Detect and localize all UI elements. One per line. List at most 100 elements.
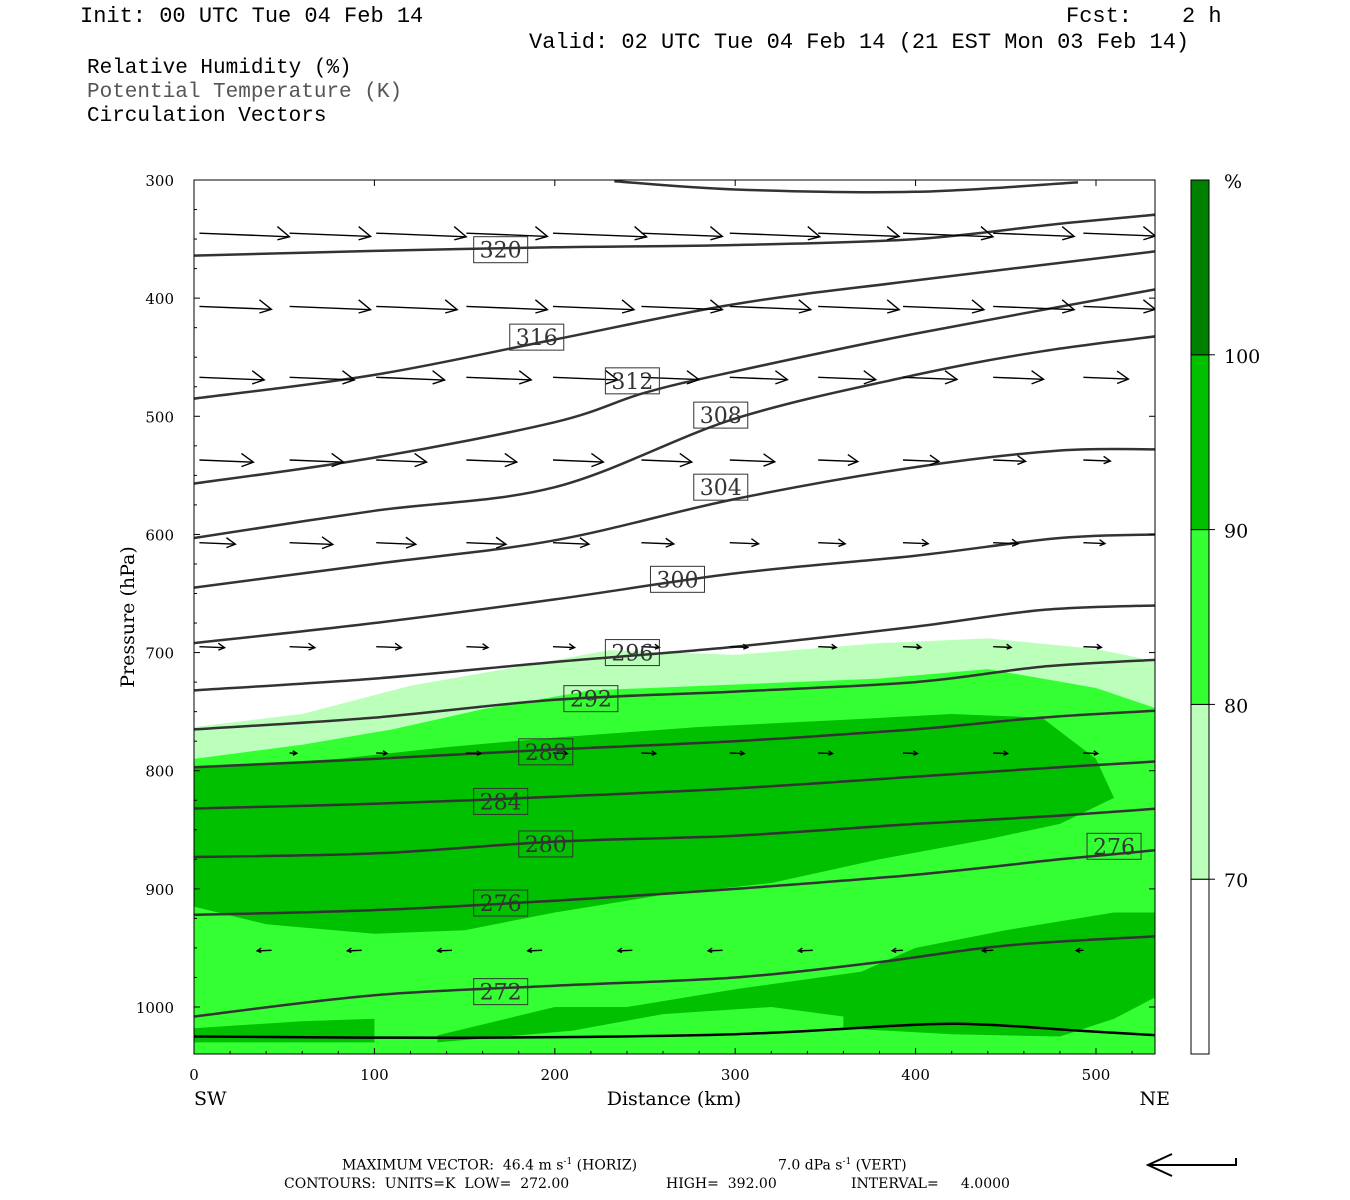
contour-label-text: 296	[611, 642, 653, 667]
circulation-vector	[376, 299, 459, 314]
footer-contour-high: HIGH= 392.00	[666, 1176, 777, 1192]
legend-relative-humidity: Relative Humidity (%)	[87, 57, 352, 80]
footer-max-vector-horiz: MAXIMUM VECTOR: 46.4 m s	[342, 1157, 564, 1174]
contour-label-300: 300	[649, 565, 705, 593]
circulation-vector	[902, 454, 941, 466]
footer-contour-interval: INTERVAL= 4.0000	[851, 1176, 1010, 1192]
circulation-vector	[729, 370, 789, 385]
circulation-vector	[818, 750, 835, 756]
footer-exp-2: -1	[842, 1157, 852, 1167]
x-tick-label: 300	[721, 1066, 750, 1084]
theta-contour-308	[194, 335, 1155, 540]
y-axis-title: Pressure (hPa)	[117, 546, 139, 688]
contour-label-text: 316	[516, 326, 558, 351]
contour-label-text: 304	[700, 476, 742, 501]
y-tick-label: 500	[145, 408, 174, 426]
circulation-vector	[993, 454, 1028, 466]
circulation-vector	[1083, 226, 1155, 241]
circulation-vector	[199, 226, 291, 241]
circulation-vector	[1083, 370, 1130, 385]
circulation-vector	[902, 226, 995, 241]
vector-layer	[199, 226, 1155, 954]
contour-label-text: 292	[570, 688, 612, 713]
theta-contour-304	[194, 447, 1155, 589]
circulation-vector	[436, 947, 452, 954]
colorbar-level-label: 90	[1224, 521, 1248, 543]
circulation-vector	[729, 453, 777, 467]
circulation-vector	[289, 536, 335, 550]
circulation-vector	[818, 643, 838, 650]
contour-label-280: 280	[518, 830, 574, 858]
circulation-vector	[255, 947, 272, 954]
footer-vert-value: 7.0 dPa s	[778, 1157, 843, 1174]
contour-label-text: 276	[480, 892, 522, 917]
circulation-vector	[729, 299, 813, 314]
circulation-vector	[199, 299, 273, 314]
circulation-vector	[466, 370, 533, 385]
circulation-vector	[552, 537, 591, 549]
theta-contour-284	[194, 760, 1155, 810]
circulation-vector	[729, 226, 822, 241]
footer-max-vector: MAXIMUM VECTOR: 46.4 m s-1 (HORIZ)	[342, 1157, 637, 1174]
colorbar-segment	[1190, 354, 1210, 531]
circulation-vector	[1083, 539, 1107, 547]
y-tick-label: 400	[145, 290, 174, 308]
humidity-fill-layer	[194, 638, 1155, 1054]
circulation-vector	[902, 370, 959, 385]
theta-contour-296	[194, 604, 1155, 692]
circulation-vector	[289, 299, 373, 314]
contour-label-316: 316	[509, 323, 565, 351]
footer-exp-1: -1	[563, 1157, 573, 1167]
contour-label-text: 300	[656, 568, 698, 593]
circulation-vector	[466, 643, 490, 651]
valid-time: Valid: 02 UTC Tue 04 Feb 14 (21 EST Mon …	[529, 30, 1190, 55]
y-tick-label: 700	[145, 645, 174, 663]
circulation-vector	[993, 750, 1010, 756]
contour-label-296: 296	[604, 639, 660, 667]
contour-label-292: 292	[563, 685, 619, 713]
colorbar-segment	[1190, 529, 1210, 705]
circulation-vector	[993, 226, 1076, 241]
circulation-vector	[552, 226, 649, 241]
circulation-vector	[289, 452, 346, 468]
circulation-vector	[993, 643, 1013, 650]
theta-contour-280	[194, 807, 1155, 859]
circulation-vector	[376, 642, 403, 651]
circulation-vector	[890, 947, 903, 954]
circulation-vector	[993, 299, 1076, 314]
x-tick-label: 100	[360, 1066, 389, 1084]
circulation-vector	[376, 452, 429, 468]
axes: 300 400 500 600 700 800 900 1000 0 100 200 300 400 50…	[117, 172, 1170, 1110]
circulation-vector	[199, 452, 255, 468]
contour-label-text: 288	[525, 741, 567, 766]
circulation-vector	[199, 537, 237, 549]
x-axis-title: Distance (km)	[607, 1088, 742, 1110]
circulation-vector	[466, 536, 508, 549]
rh-region-2	[194, 714, 1114, 934]
circulation-vector	[818, 538, 847, 548]
theta-contour-312	[194, 288, 1155, 485]
colorbar-level-label: 100	[1224, 346, 1260, 368]
circulation-vector	[641, 370, 701, 385]
circulation-vector	[902, 643, 923, 650]
circulation-vector	[902, 299, 986, 314]
footer-vert-vector: 7.0 dPa s-1 (VERT)	[778, 1157, 907, 1174]
x-end-label-right: NE	[1140, 1088, 1171, 1110]
circulation-vector	[289, 226, 373, 241]
colorbar-level-label: 80	[1224, 695, 1248, 717]
contour-label-text: 284	[480, 790, 522, 815]
circulation-vector	[345, 947, 362, 954]
circulation-vector	[1083, 455, 1112, 465]
footer-vert-label: (VERT)	[851, 1157, 907, 1174]
circulation-vector	[818, 299, 901, 314]
contour-label-text: 312	[611, 370, 653, 395]
circulation-vector	[993, 538, 1020, 547]
surface-line	[194, 1022, 1155, 1040]
contour-label-text: 276	[1093, 835, 1135, 860]
contour-label-312: 312	[604, 367, 660, 395]
circulation-vector	[729, 643, 750, 650]
circulation-vector	[289, 642, 317, 651]
circulation-vector	[466, 226, 549, 241]
